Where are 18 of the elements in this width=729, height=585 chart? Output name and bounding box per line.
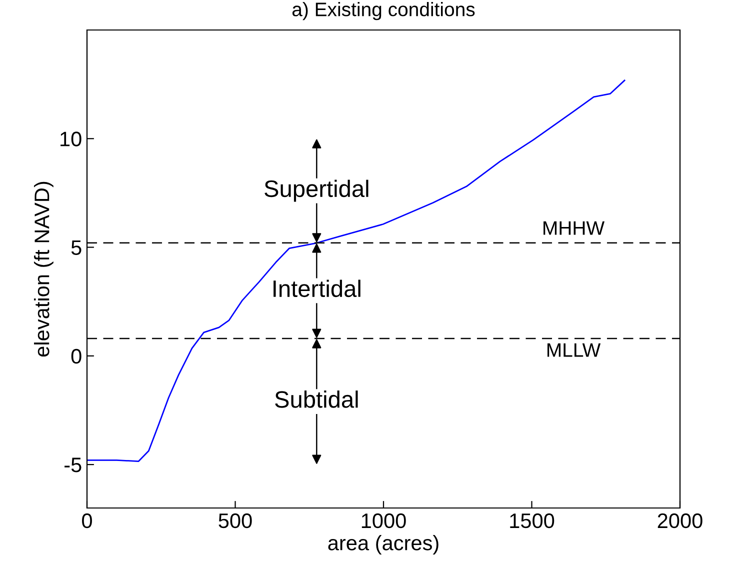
y-tick-label: 0 xyxy=(71,348,82,364)
x-tick-label: 1000 xyxy=(362,513,406,528)
x-axis-title: area (acres) xyxy=(328,535,438,554)
y-tick-label: 5 xyxy=(71,240,82,256)
y-tick-label: -5 xyxy=(64,458,82,472)
x-tick-label: 1500 xyxy=(510,513,554,528)
annotation: Intertidal xyxy=(274,280,360,298)
annotation: Subtidal xyxy=(275,390,358,408)
y-axis-title: elevation (ft NAVD) xyxy=(34,182,54,356)
y-tick-label: 10 xyxy=(60,132,82,146)
ref-line-label: MLLW xyxy=(547,343,601,357)
line-series xyxy=(87,80,626,462)
x-tick-label: 2000 xyxy=(658,513,702,528)
x-tick-label: 0 xyxy=(82,513,92,528)
chart-title: a) Existing conditions xyxy=(292,2,475,20)
x-tick-label: 500 xyxy=(218,513,252,528)
ref-line-label: MHHW xyxy=(544,221,605,235)
annotation: Supertidal xyxy=(264,180,368,202)
